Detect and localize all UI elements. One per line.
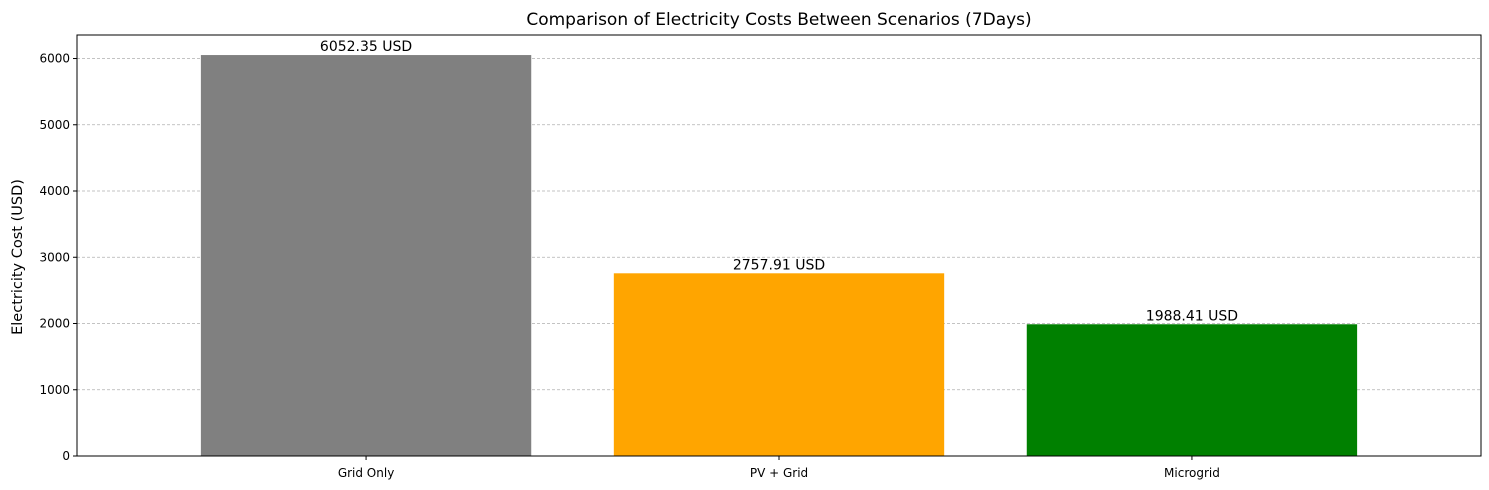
x-tick-label-2: Microgrid: [1164, 466, 1220, 480]
y-tick-label-3: 3000: [39, 250, 70, 264]
y-tick-label-6: 6000: [39, 52, 70, 66]
chart-title: Comparison of Electricity Costs Between …: [526, 10, 1031, 30]
x-tick-label-1: PV + Grid: [750, 466, 808, 480]
plot-frame: [76, 34, 1482, 457]
y-axis-ticks: 0 1000 2000 3000 4000 5000 6000: [39, 52, 77, 463]
bar-value-labels: 6052.35 USD 2757.91 USD 1988.41 USD: [320, 39, 1238, 324]
y-axis-label: Electricity Cost (USD): [10, 179, 26, 335]
bar-value-label-0: 6052.35 USD: [320, 39, 412, 55]
x-axis-ticks: Grid Only PV + Grid Microgrid: [338, 456, 1220, 480]
bar-microgrid: [1026, 324, 1358, 456]
y-tick-label-4: 4000: [39, 184, 70, 198]
y-tick-label-2: 2000: [39, 317, 70, 331]
y-tick-label-1: 1000: [39, 383, 70, 397]
bar-pv-grid: [613, 273, 945, 456]
y-tick-label-5: 5000: [39, 118, 70, 132]
bar-value-label-1: 2757.91 USD: [733, 257, 825, 273]
bars: [200, 55, 1358, 456]
y-tick-label-0: 0: [62, 449, 70, 463]
bar-grid-only: [200, 55, 532, 456]
x-tick-label-0: Grid Only: [338, 466, 394, 480]
bar-value-label-2: 1988.41 USD: [1146, 308, 1238, 324]
